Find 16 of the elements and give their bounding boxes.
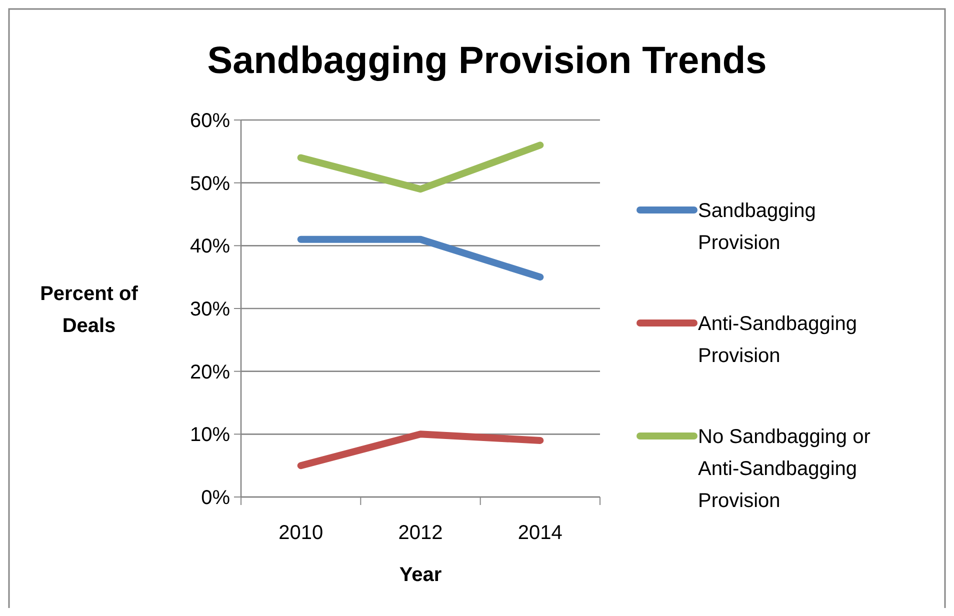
legend-label: No Sandbagging or Anti-Sandbagging Provision xyxy=(698,426,871,512)
x-tick-label: 2010 xyxy=(278,522,324,544)
y-tick-label: 40% xyxy=(190,236,230,258)
x-tick-label: 2012 xyxy=(398,522,443,544)
y-tick-label: 20% xyxy=(190,361,230,384)
legend-label: Sandbagging Provision xyxy=(698,200,816,254)
y-tick-label: 30% xyxy=(190,298,230,320)
y-axis-title: Percent of Deals xyxy=(40,283,138,337)
y-tick-label: 0% xyxy=(201,487,230,509)
chart-title: Sandbagging Provision Trends xyxy=(207,40,767,82)
y-tick-label: 10% xyxy=(190,424,230,446)
x-axis-title: Year xyxy=(399,564,442,586)
y-tick-label: 60% xyxy=(190,110,230,132)
legend-label: Anti-Sandbagging Provision xyxy=(698,313,858,367)
y-tick-label: 50% xyxy=(190,172,230,195)
x-tick-label: 2014 xyxy=(518,522,562,544)
